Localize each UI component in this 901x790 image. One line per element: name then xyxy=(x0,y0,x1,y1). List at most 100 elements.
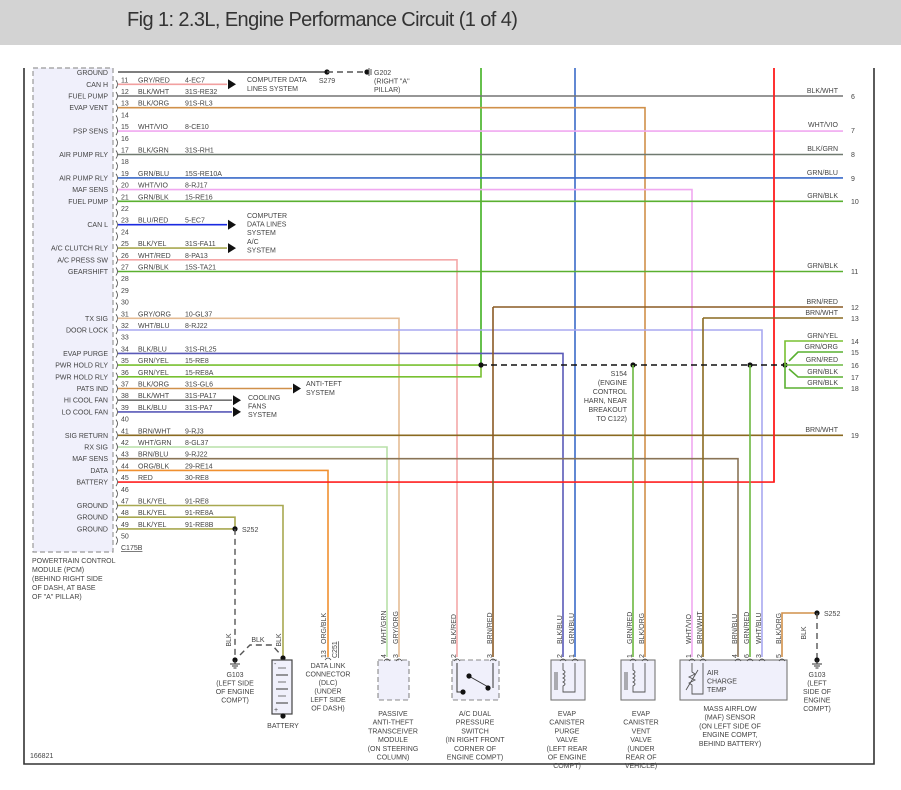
pcm-pin-bracket xyxy=(115,314,118,323)
destination-ac-system: A/C xyxy=(247,239,259,246)
right-connector-pin-number: 11 xyxy=(851,269,858,276)
dlc-pin-icon xyxy=(324,657,332,661)
g202-label: G202 xyxy=(374,70,391,77)
pcm-description: OF DASH, AT BASE xyxy=(32,585,96,592)
pcm-wire-color: BLK/YEL xyxy=(138,499,167,506)
pcm-module-box xyxy=(32,67,114,553)
pcm-pin-label: HI COOL FAN xyxy=(64,398,108,405)
arrow-icon xyxy=(228,243,236,254)
pcm-pin-bracket xyxy=(115,290,118,300)
component-pin-number: 6 xyxy=(744,654,751,658)
ac-switch-label: PRESSURE xyxy=(456,720,495,727)
switch-dot xyxy=(485,685,491,691)
pcm-description: POWERTRAIN CONTROL xyxy=(32,558,116,565)
component-pin-number: 4 xyxy=(381,654,388,658)
arrow-icon xyxy=(233,395,241,406)
pcm-wire-color: GRN/YEL xyxy=(138,370,169,377)
pin-terminal-icon xyxy=(688,658,696,662)
maf-label: (MAF) SENSOR xyxy=(705,715,756,722)
pcm-pin-bracket xyxy=(115,442,118,452)
pcm-pin-number: 31 xyxy=(121,311,129,318)
pcm-pin-bracket xyxy=(115,243,118,253)
component-wire-color: GRN/RED xyxy=(627,612,634,644)
s252-left-label: S252 xyxy=(242,527,258,534)
right-connector-wire-color: GRN/BLU xyxy=(807,170,838,177)
pcm-pin-label: CAN L xyxy=(87,222,108,229)
pcm-wire-color: RED xyxy=(138,475,153,482)
pcm-pin-number: 23 xyxy=(121,218,129,225)
component-pin-number: 2 xyxy=(639,654,646,658)
evap-purge-label: PURGE xyxy=(555,728,580,735)
wire-color-label: BLK xyxy=(801,626,808,640)
pcm-circuit-id: 30-RE8 xyxy=(185,475,209,482)
pcm-circuit-id: 8-CE10 xyxy=(185,124,209,131)
pcm-pin-label: PSP SENS xyxy=(73,129,108,136)
pcm-wire-color: BRN/BLU xyxy=(138,452,168,459)
battery-terminal-neg xyxy=(280,655,286,661)
pcm-pin-bracket xyxy=(115,220,118,229)
pats-label: (ON STEERING xyxy=(368,746,419,753)
right-connector-pin-number: 8 xyxy=(851,152,855,159)
pcm-pin-number: 32 xyxy=(121,323,129,330)
component-pin-number: 5 xyxy=(776,654,783,658)
wire-pin-26 xyxy=(118,258,458,657)
maf-air-charge-temp-label: AIR xyxy=(707,670,719,677)
component-wire-color: WHT/VIO xyxy=(686,614,693,644)
pin-terminal-icon xyxy=(489,658,497,662)
wire-pin-43 xyxy=(118,457,739,657)
component-pin-number: 1 xyxy=(686,654,693,658)
destination-cooling-fans: FANS xyxy=(248,404,267,411)
pcm-pin-number: 40 xyxy=(121,417,129,424)
wire-blk-battery-ground xyxy=(239,644,282,656)
component-wire-color: BLK/RED xyxy=(451,614,458,644)
evap-purge-label: VALVE xyxy=(556,737,578,744)
g202-ground-dot xyxy=(364,69,370,75)
component-wire-color: BRN/BLU xyxy=(732,614,739,644)
pcm-wire-color: WHT/BLU xyxy=(138,323,170,330)
wire-color-label: BLK xyxy=(226,633,233,647)
pin-terminal-icon xyxy=(699,658,707,662)
g103-right-label: ENGINE xyxy=(804,698,831,705)
pcm-wire-color: WHT/VIO xyxy=(138,124,168,131)
pcm-connector-id: C175B xyxy=(121,545,143,552)
evap-purge-solenoid-icon xyxy=(554,663,576,693)
evap-vent-label: VALVE xyxy=(630,737,652,744)
pcm-description: (BEHIND RIGHT SIDE xyxy=(32,576,103,583)
s279-label: S279 xyxy=(319,78,335,85)
pcm-description: MODULE (PCM) xyxy=(32,567,84,574)
pcm-pin-number: 26 xyxy=(121,253,129,260)
pcm-pin-bracket xyxy=(115,91,118,101)
evap-purge-label: EVAP xyxy=(558,711,576,718)
dlc-pin-number: 13 xyxy=(321,650,328,658)
dlc-label: LEFT SIDE xyxy=(310,697,346,704)
right-connector-wire-color: GRN/BLK xyxy=(807,380,838,387)
wire-color-label: BLK xyxy=(251,637,265,644)
pcm-circuit-id: 91-RE8 xyxy=(185,499,209,506)
pcm-pin-label: GEARSHIFT xyxy=(68,269,109,276)
pcm-pin-bracket xyxy=(115,477,118,487)
pcm-circuit-id: 8-RJ22 xyxy=(185,323,208,330)
component-pin-number: 2 xyxy=(451,654,458,658)
maf-label: ENGINE COMPT, xyxy=(702,732,757,739)
g103-left-label: G103 xyxy=(226,672,243,679)
pcm-pin-bracket xyxy=(115,419,118,428)
pcm-pin-bracket xyxy=(115,267,118,276)
right-connector-wire-color: WHT/VIO xyxy=(808,122,838,129)
pcm-wire-color: WHT/VIO xyxy=(138,183,168,190)
pcm-pin-number: 27 xyxy=(121,265,129,272)
pcm-wire-color: BLK/GRN xyxy=(138,148,169,155)
pats-label: TRANSCEIVER xyxy=(368,728,418,735)
component-pin-number: 2 xyxy=(557,654,564,658)
ground-g103-left-icon xyxy=(230,660,240,669)
pcm-pin-number: 14 xyxy=(121,112,129,119)
pcm-pin-number: 13 xyxy=(121,101,129,108)
evap-vent-label: VEHICLE) xyxy=(625,763,657,770)
g103-right-label: (LEFT xyxy=(807,681,827,688)
pcm-pin-number: 36 xyxy=(121,370,129,377)
destination-anti-theft: ANTI-TEFT xyxy=(306,381,342,388)
right-connector-pin-number: 14 xyxy=(851,339,859,346)
pats-label: PASSIVE xyxy=(378,711,408,718)
wire-pin-20 xyxy=(118,188,693,657)
right-connector-wire-color: BRN/WHT xyxy=(805,310,838,317)
pats-label: MODULE xyxy=(378,737,408,744)
